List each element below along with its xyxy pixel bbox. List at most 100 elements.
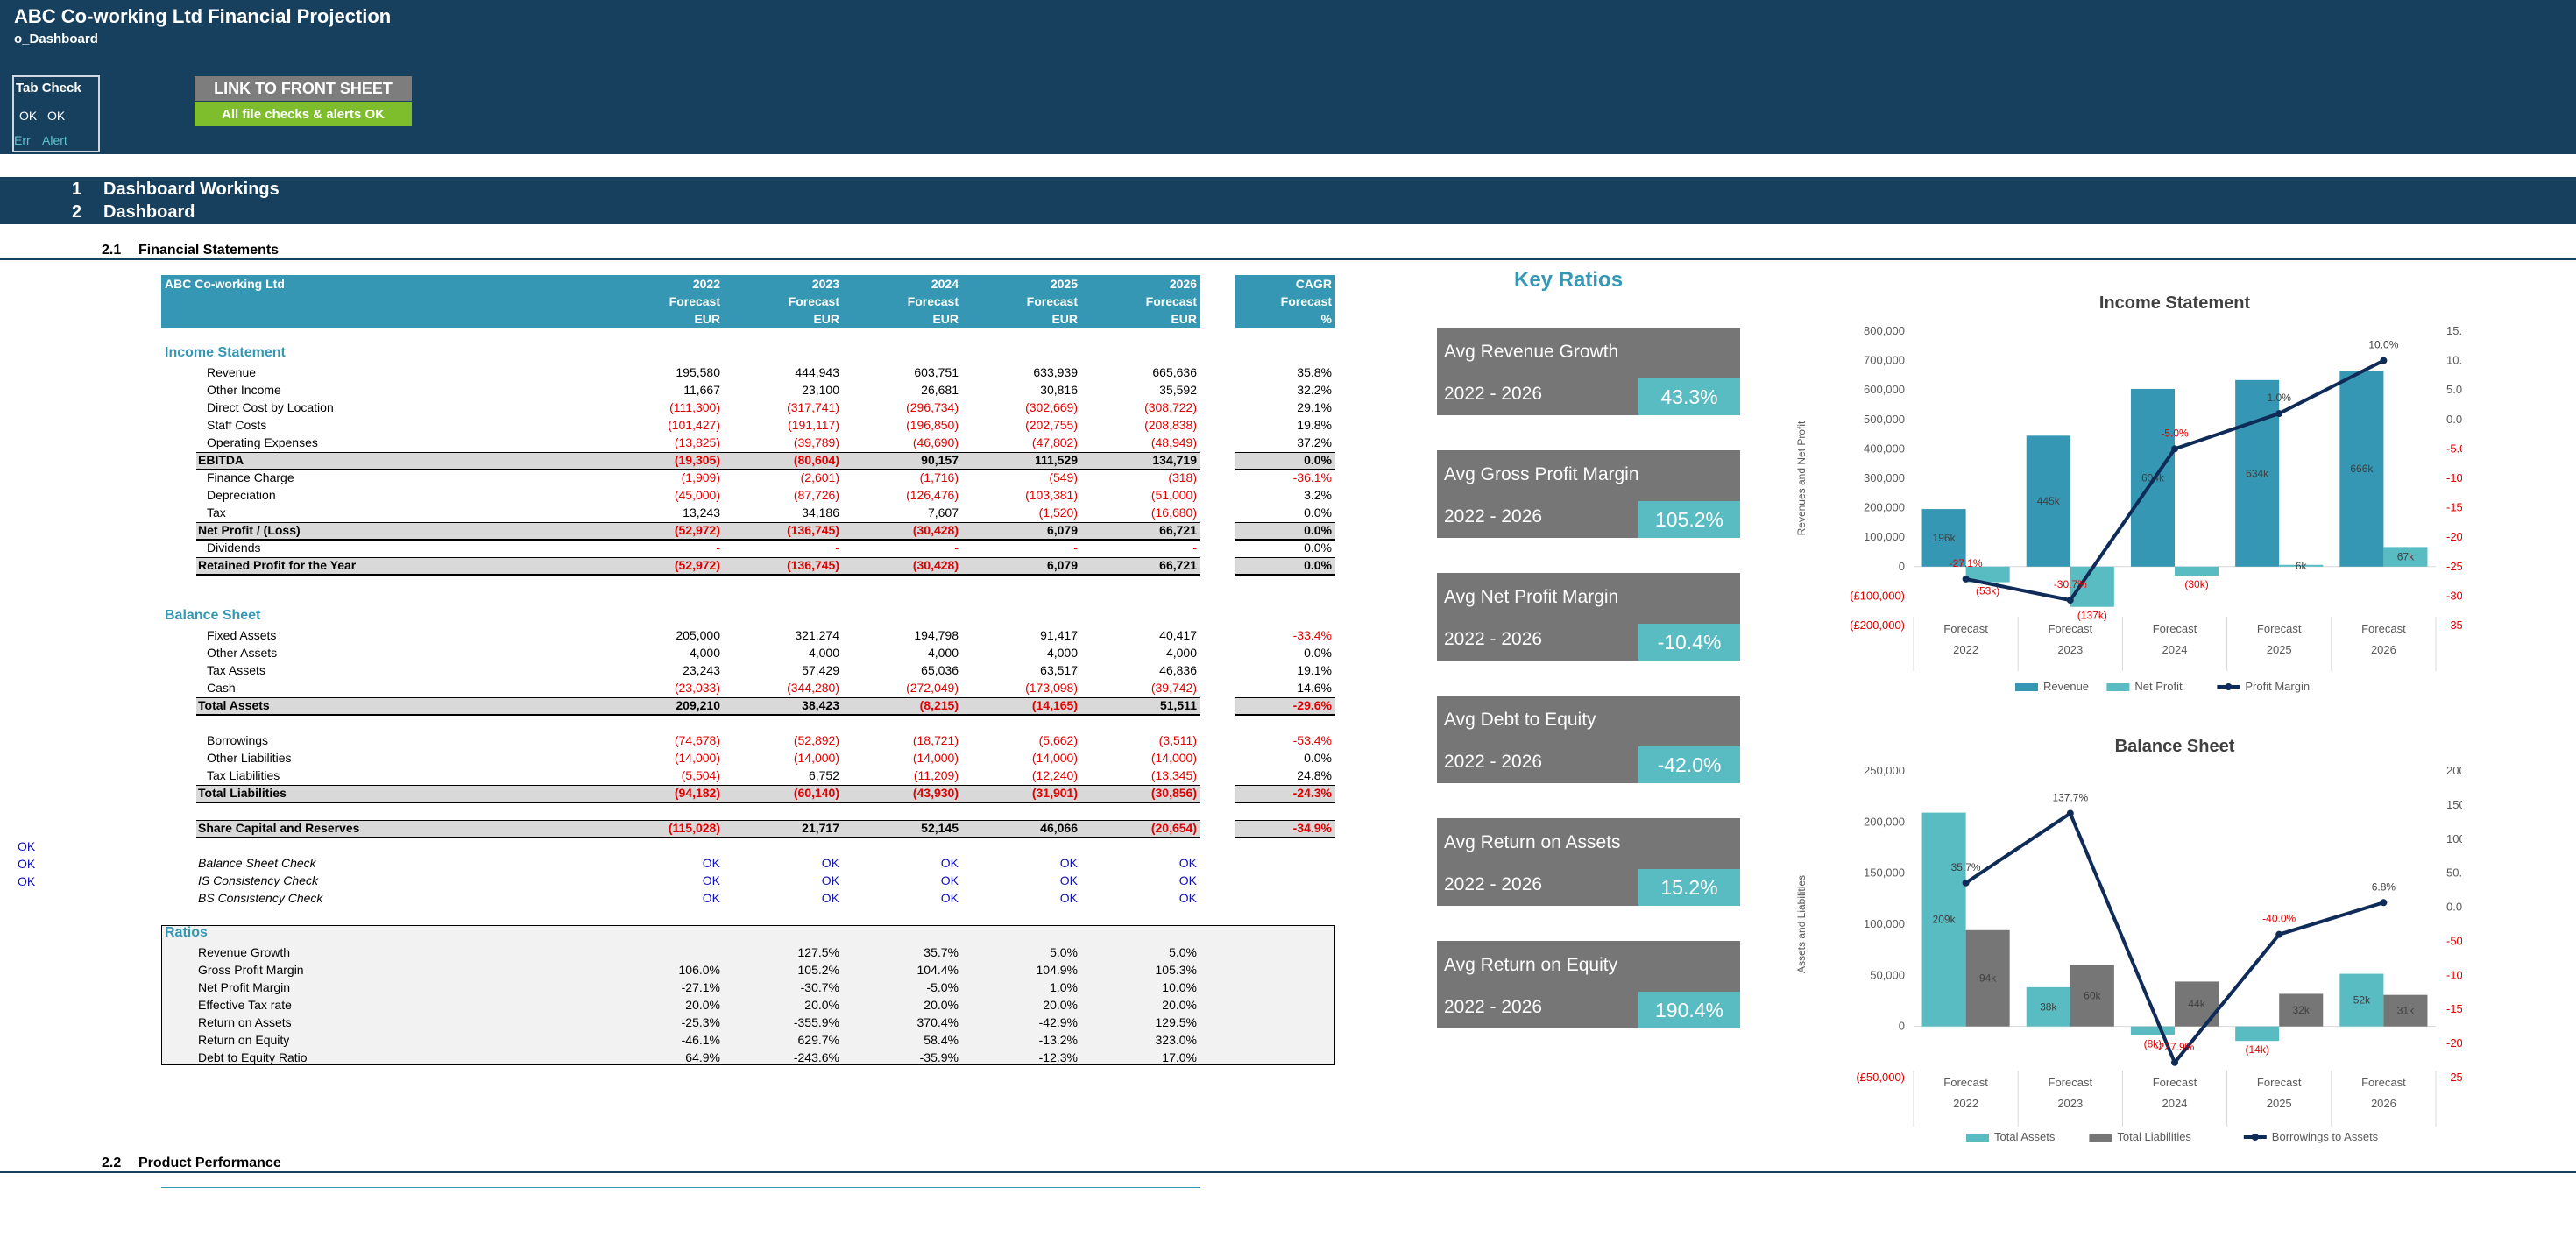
cell[interactable]: (126,476) <box>906 488 959 502</box>
cell[interactable]: (344,280) <box>787 681 839 695</box>
cell[interactable]: (115,028) <box>668 821 720 835</box>
cell[interactable]: 90,157 <box>921 453 959 467</box>
cell[interactable]: 4,000 <box>1046 646 1078 660</box>
cell[interactable]: 633,939 <box>1033 365 1078 379</box>
cell[interactable]: (20,654) <box>1150 821 1197 835</box>
cell[interactable]: 91,417 <box>1040 628 1078 642</box>
cell[interactable]: 194,798 <box>914 628 959 642</box>
cagr-cell[interactable]: 0.0% <box>1304 453 1332 467</box>
cell[interactable]: (202,755) <box>1025 418 1078 432</box>
cell[interactable]: (39,742) <box>1150 681 1197 695</box>
cell[interactable]: 4,000 <box>927 646 959 660</box>
cell[interactable]: 46,066 <box>1040 821 1078 835</box>
cell[interactable]: -30.7% <box>800 980 839 994</box>
cell[interactable]: 38,423 <box>802 698 839 712</box>
cell[interactable]: 66,721 <box>1159 523 1197 537</box>
cagr-cell[interactable]: 29.1% <box>1297 400 1332 414</box>
cell[interactable]: (23,033) <box>674 681 720 695</box>
cell[interactable]: (14,000) <box>912 751 959 765</box>
cell[interactable]: (45,000) <box>674 488 720 502</box>
cell[interactable]: OK <box>940 856 959 870</box>
cell[interactable]: 104.9% <box>1036 963 1078 977</box>
cell[interactable]: 11,667 <box>683 383 720 397</box>
cell[interactable]: (3,511) <box>1158 733 1197 747</box>
cell[interactable]: (30,856) <box>1150 786 1197 800</box>
cell[interactable]: (208,838) <box>1144 418 1197 432</box>
cell[interactable]: (94,182) <box>674 786 720 800</box>
cell[interactable]: - <box>1192 541 1197 555</box>
cell[interactable]: 40,417 <box>1159 628 1197 642</box>
cell[interactable]: (308,722) <box>1144 400 1197 414</box>
cell[interactable]: 129.5% <box>1155 1015 1197 1029</box>
cell[interactable]: 4,000 <box>689 646 720 660</box>
cell[interactable]: -27.1% <box>681 980 720 994</box>
cell[interactable]: 20.0% <box>804 998 839 1012</box>
cell[interactable]: (1,716) <box>919 470 959 484</box>
cell[interactable]: 323.0% <box>1155 1033 1197 1047</box>
cell[interactable]: (8,215) <box>919 698 959 712</box>
cagr-cell[interactable]: 3.2% <box>1304 488 1332 502</box>
cell[interactable]: 321,274 <box>795 628 839 642</box>
cell[interactable]: 603,751 <box>914 365 959 379</box>
cell[interactable]: 35.7% <box>924 945 959 959</box>
section-title[interactable]: Dashboard Workings <box>103 180 280 199</box>
cell[interactable]: (272,049) <box>906 681 959 695</box>
cagr-cell[interactable]: 0.0% <box>1304 505 1332 520</box>
cell[interactable]: OK <box>702 891 720 905</box>
cell[interactable]: 17.0% <box>1162 1050 1197 1064</box>
cell[interactable]: 444,943 <box>795 365 839 379</box>
cell[interactable]: (196,850) <box>906 418 959 432</box>
cell[interactable]: 63,517 <box>1040 663 1078 677</box>
cagr-cell[interactable]: 37.2% <box>1297 435 1332 449</box>
cell[interactable]: 104.4% <box>916 963 959 977</box>
cell[interactable]: 5.0% <box>1050 945 1078 959</box>
cagr-cell[interactable]: 0.0% <box>1304 541 1332 555</box>
cell[interactable]: 4,000 <box>1165 646 1197 660</box>
cell[interactable]: -46.1% <box>681 1033 720 1047</box>
cell[interactable]: OK <box>940 891 959 905</box>
cell[interactable]: OK <box>821 873 839 887</box>
cell[interactable]: (101,427) <box>668 418 720 432</box>
cell[interactable]: -12.3% <box>1038 1050 1078 1064</box>
cell[interactable]: - <box>1073 541 1078 555</box>
cell[interactable]: 105.2% <box>797 963 839 977</box>
cell[interactable]: 51,511 <box>1159 698 1197 712</box>
cell[interactable]: -35.9% <box>919 1050 959 1064</box>
cell[interactable]: - <box>835 541 839 555</box>
cell[interactable]: (52,892) <box>793 733 839 747</box>
cell[interactable]: 370.4% <box>916 1015 959 1029</box>
cagr-cell[interactable]: -24.3% <box>1292 786 1332 800</box>
cell[interactable]: (136,745) <box>787 558 839 572</box>
cell[interactable]: 20.0% <box>1162 998 1197 1012</box>
cell[interactable]: 23,100 <box>802 383 839 397</box>
cell[interactable]: (14,000) <box>1031 751 1078 765</box>
cell[interactable]: (30,428) <box>912 523 959 537</box>
cell[interactable]: (46,690) <box>912 435 959 449</box>
cell[interactable]: OK <box>702 856 720 870</box>
cell[interactable]: (47,802) <box>1031 435 1078 449</box>
cell[interactable]: OK <box>1059 856 1078 870</box>
cell[interactable]: (30,428) <box>912 558 959 572</box>
cell[interactable]: 57,429 <box>802 663 839 677</box>
cell[interactable]: (14,000) <box>674 751 720 765</box>
cell[interactable]: (52,972) <box>674 558 720 572</box>
cell[interactable]: (296,734) <box>906 400 959 414</box>
cell[interactable]: OK <box>1059 891 1078 905</box>
cagr-cell[interactable]: -33.4% <box>1292 628 1332 642</box>
cell[interactable]: -355.9% <box>793 1015 839 1029</box>
cagr-cell[interactable]: 19.1% <box>1297 663 1332 677</box>
cell[interactable]: OK <box>821 856 839 870</box>
cell[interactable]: (111,300) <box>669 400 720 414</box>
cell[interactable]: OK <box>702 873 720 887</box>
cell[interactable]: 21,717 <box>802 821 839 835</box>
cell[interactable]: 30,816 <box>1040 383 1078 397</box>
cell[interactable]: (48,949) <box>1150 435 1197 449</box>
cell[interactable]: (52,972) <box>674 523 720 537</box>
cell[interactable]: (1,909) <box>681 470 720 484</box>
cell[interactable]: 66,721 <box>1159 558 1197 572</box>
cell[interactable]: 20.0% <box>1043 998 1078 1012</box>
cagr-cell[interactable]: 14.6% <box>1297 681 1332 695</box>
cell[interactable]: 4,000 <box>808 646 839 660</box>
cell[interactable]: 6,752 <box>808 768 839 782</box>
cell[interactable]: 665,636 <box>1152 365 1197 379</box>
